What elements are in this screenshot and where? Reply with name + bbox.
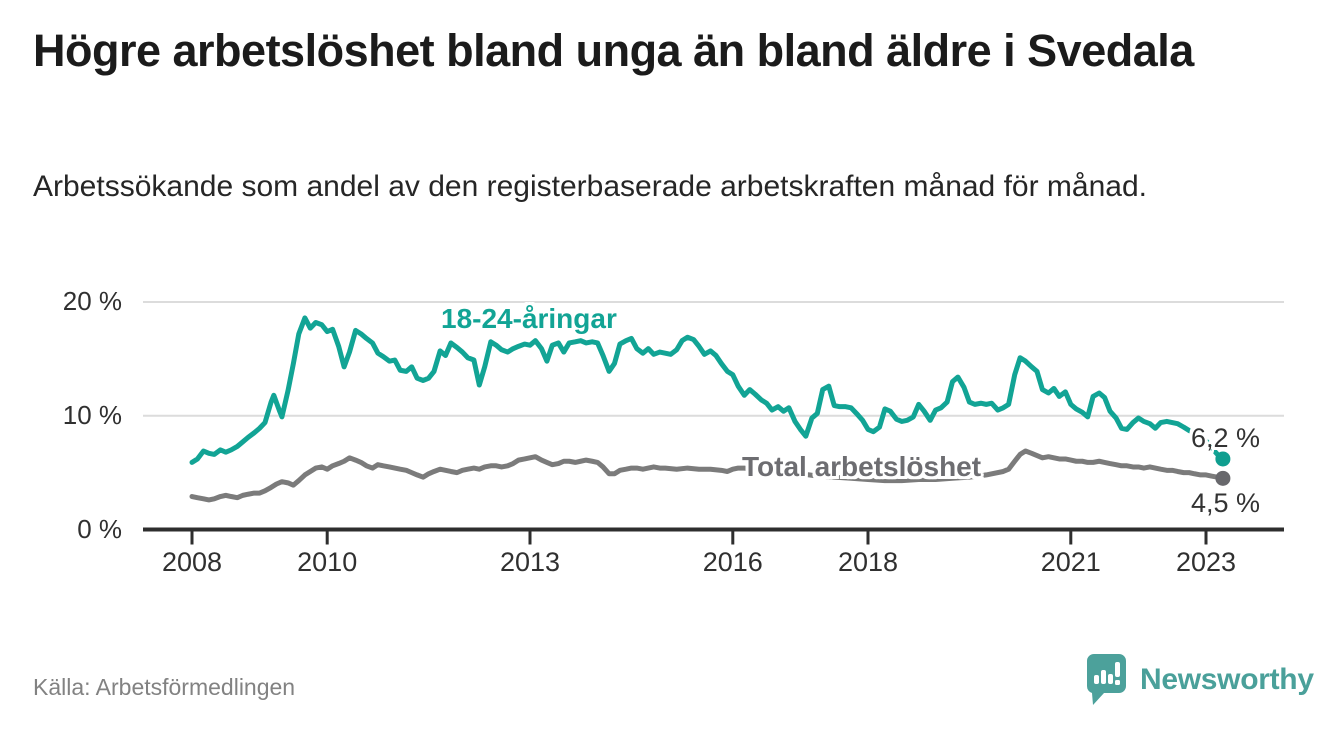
youth-end-dot — [1215, 451, 1231, 467]
x-tick-label: 2013 — [499, 547, 561, 577]
x-tick-label: 2023 — [1175, 547, 1237, 577]
youth-line — [189, 315, 1226, 465]
total-end-dot — [1215, 470, 1231, 486]
series-label-total: Total arbetslöshet — [742, 451, 982, 482]
y-tick-label: 0 % — [77, 513, 122, 544]
x-tick-label: 2010 — [297, 547, 358, 577]
series-label-youth: 18-24-åringar — [441, 303, 617, 334]
newsworthy-logo: Newsworthy — [1086, 653, 1314, 707]
x-tick-label: 2008 — [161, 547, 223, 577]
end-value-label-youth: 6,2 % — [1191, 423, 1261, 453]
source-credit: Källa: Arbetsförmedlingen — [33, 674, 296, 700]
chart-subtitle: Arbetssökande som andel av den registerb… — [33, 170, 1147, 203]
y-tick-label: 20 % — [62, 286, 122, 316]
newsworthy-logo-text: Newsworthy — [1140, 663, 1314, 696]
x-tick-label: 2016 — [702, 547, 763, 577]
total-line — [189, 448, 1226, 503]
x-tick-label: 2018 — [837, 547, 899, 577]
end-value-label-total: 4,5 % — [1191, 488, 1261, 518]
newsworthy-logo-icon — [1086, 654, 1126, 705]
page-title: Högre arbetslöshet bland unga än bland ä… — [33, 25, 1194, 76]
y-tick-label: 10 % — [62, 399, 122, 430]
x-tick-label: 2021 — [1040, 547, 1101, 577]
